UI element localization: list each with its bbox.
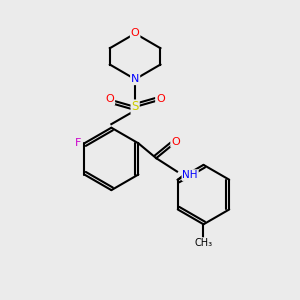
Text: N: N bbox=[131, 74, 139, 84]
Text: O: O bbox=[131, 28, 140, 38]
Text: CH₃: CH₃ bbox=[194, 238, 213, 248]
Text: O: O bbox=[106, 94, 114, 104]
Text: NH: NH bbox=[182, 170, 198, 180]
Text: O: O bbox=[171, 137, 180, 147]
Text: S: S bbox=[131, 100, 139, 113]
Text: F: F bbox=[75, 138, 81, 148]
Text: O: O bbox=[156, 94, 165, 104]
